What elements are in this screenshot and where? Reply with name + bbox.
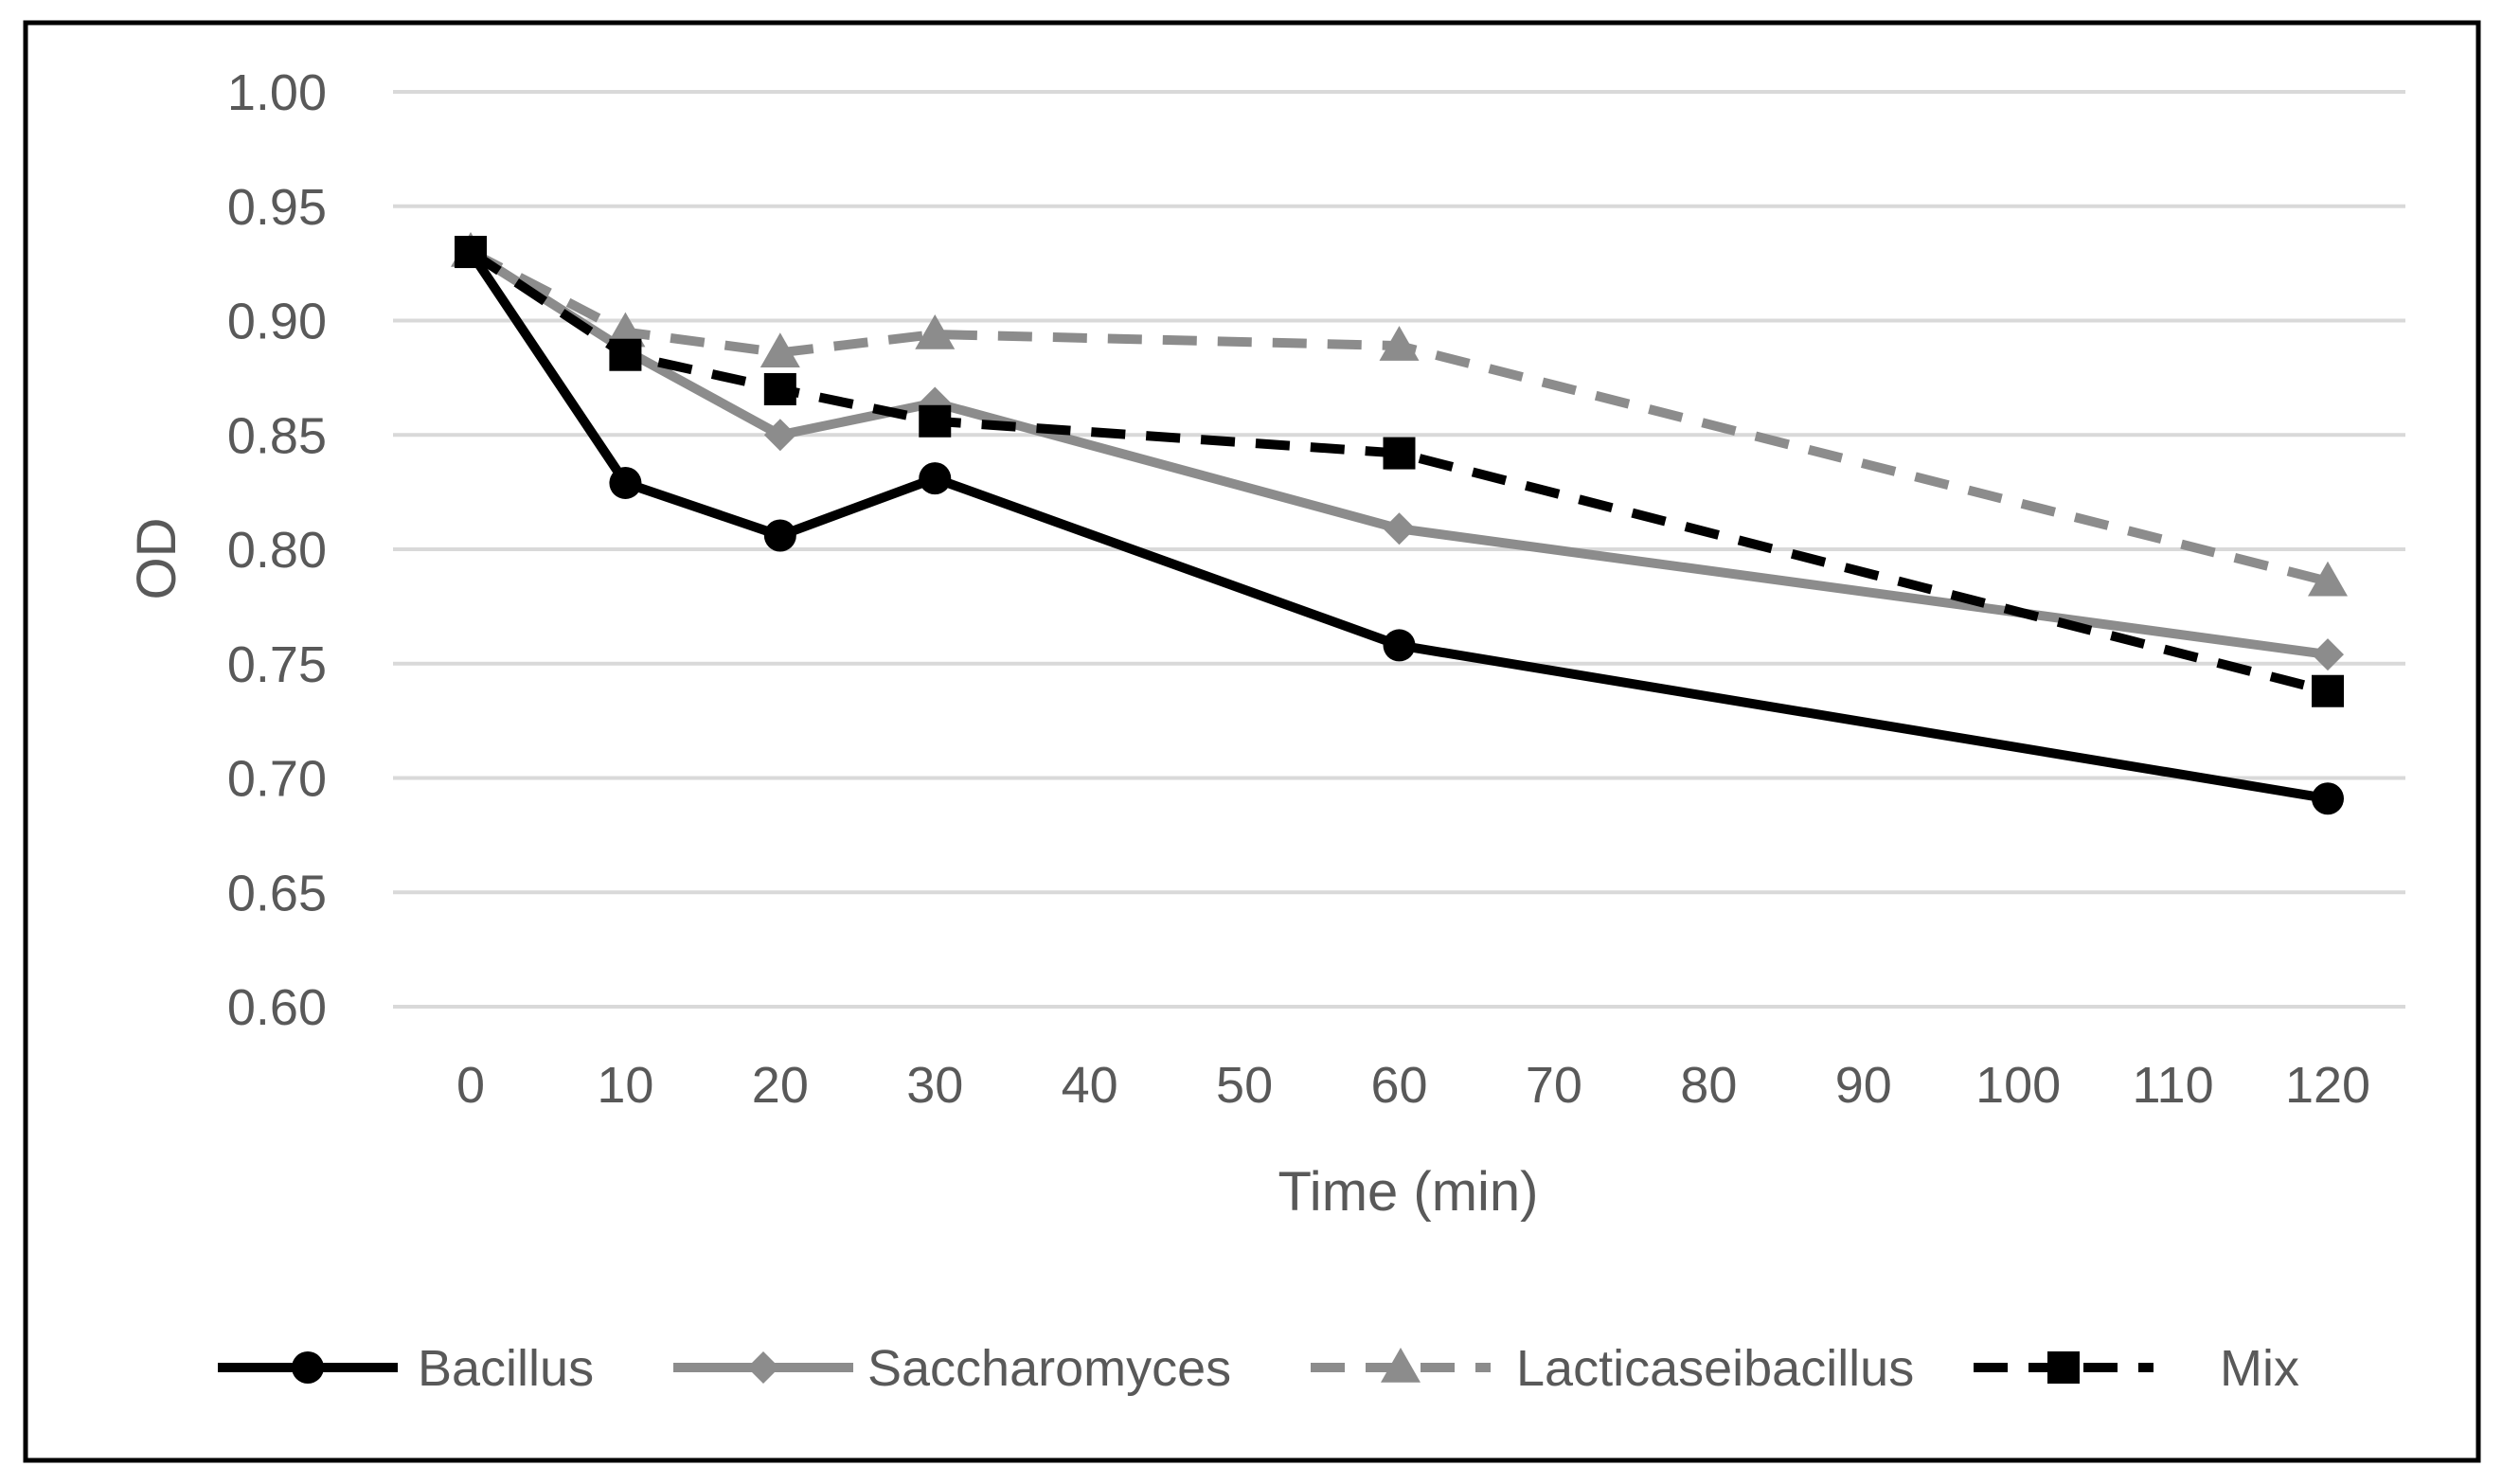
legend-entry: Saccharomyces: [673, 1340, 1231, 1397]
y-axis-title: OD: [126, 518, 188, 600]
legend-label: Saccharomyces: [867, 1340, 1231, 1397]
data-point: [763, 419, 796, 452]
data-point: [763, 372, 796, 405]
x-tick-label: 110: [2133, 1057, 2214, 1114]
series-mix: [455, 236, 2344, 707]
series-line: [468, 247, 2330, 586]
data-point: [763, 519, 796, 552]
x-tick-label: 10: [597, 1057, 653, 1114]
data-point: [1383, 512, 1416, 545]
y-tick-label: 0.60: [227, 979, 327, 1036]
chart-frame: [23, 20, 2481, 1463]
data-point: [2308, 561, 2348, 597]
series-line: [468, 247, 2329, 660]
y-tick-label: 1.00: [227, 64, 327, 121]
data-point: [1383, 629, 1416, 662]
y-tick-label: 0.85: [227, 407, 327, 464]
legend: Bacillus Saccharomyces Lacticaseibacillus M…: [218, 1340, 2299, 1397]
legend-entry: Bacillus: [218, 1340, 594, 1397]
x-axis-title: Time (min): [1278, 1161, 1539, 1223]
x-tick-label: 20: [752, 1057, 809, 1114]
series-line: [466, 249, 2329, 804]
legend-entry: Mix: [1974, 1340, 2299, 1397]
data-point: [1379, 326, 1420, 361]
gridlines: [393, 90, 2405, 1009]
legend-entry: Lacticaseibacillus: [1311, 1340, 1914, 1397]
y-axis-ticks: 0.60 0.65 0.70 0.75 0.80 0.85 0.90 0.95 1.00: [227, 64, 327, 1036]
data-point: [2047, 1351, 2080, 1384]
data-point: [455, 236, 487, 269]
x-tick-label: 100: [1975, 1057, 2061, 1114]
y-tick-label: 0.70: [227, 751, 327, 808]
y-tick-label: 0.65: [227, 865, 327, 921]
legend-label: Mix: [2220, 1340, 2299, 1397]
series-line: [468, 247, 2330, 696]
legend-label: Bacillus: [418, 1340, 594, 1397]
legend-label: Lacticaseibacillus: [1516, 1340, 1914, 1397]
x-axis-ticks: 0 10 20 30 40 50 60 70 80 90 100 110 120: [456, 1057, 2370, 1114]
x-tick-label: 70: [1526, 1057, 1582, 1114]
data-point: [919, 404, 952, 438]
x-tick-label: 120: [2285, 1057, 2370, 1114]
data-point: [605, 312, 646, 348]
data-point: [919, 462, 952, 495]
x-tick-label: 30: [906, 1057, 963, 1114]
data-point: [609, 466, 642, 499]
data-point: [2312, 674, 2344, 707]
x-tick-label: 60: [1370, 1057, 1427, 1114]
data-point: [1381, 1348, 1421, 1383]
data-point: [1383, 437, 1416, 470]
x-tick-label: 80: [1680, 1057, 1737, 1114]
x-tick-label: 50: [1216, 1057, 1273, 1114]
data-point: [915, 313, 956, 349]
data-point: [609, 338, 642, 371]
series-lines: [451, 232, 2348, 815]
data-point: [747, 1351, 779, 1384]
data-point: [2312, 782, 2344, 815]
y-tick-label: 0.95: [227, 179, 327, 236]
y-tick-label: 0.75: [227, 636, 327, 693]
data-point: [292, 1351, 324, 1384]
data-point: [2312, 638, 2344, 671]
x-tick-label: 40: [1062, 1057, 1118, 1114]
y-tick-label: 0.90: [227, 294, 327, 350]
x-tick-label: 0: [456, 1057, 485, 1114]
x-tick-label: 90: [1835, 1057, 1892, 1114]
data-point: [760, 332, 800, 368]
y-tick-label: 0.80: [227, 522, 327, 579]
